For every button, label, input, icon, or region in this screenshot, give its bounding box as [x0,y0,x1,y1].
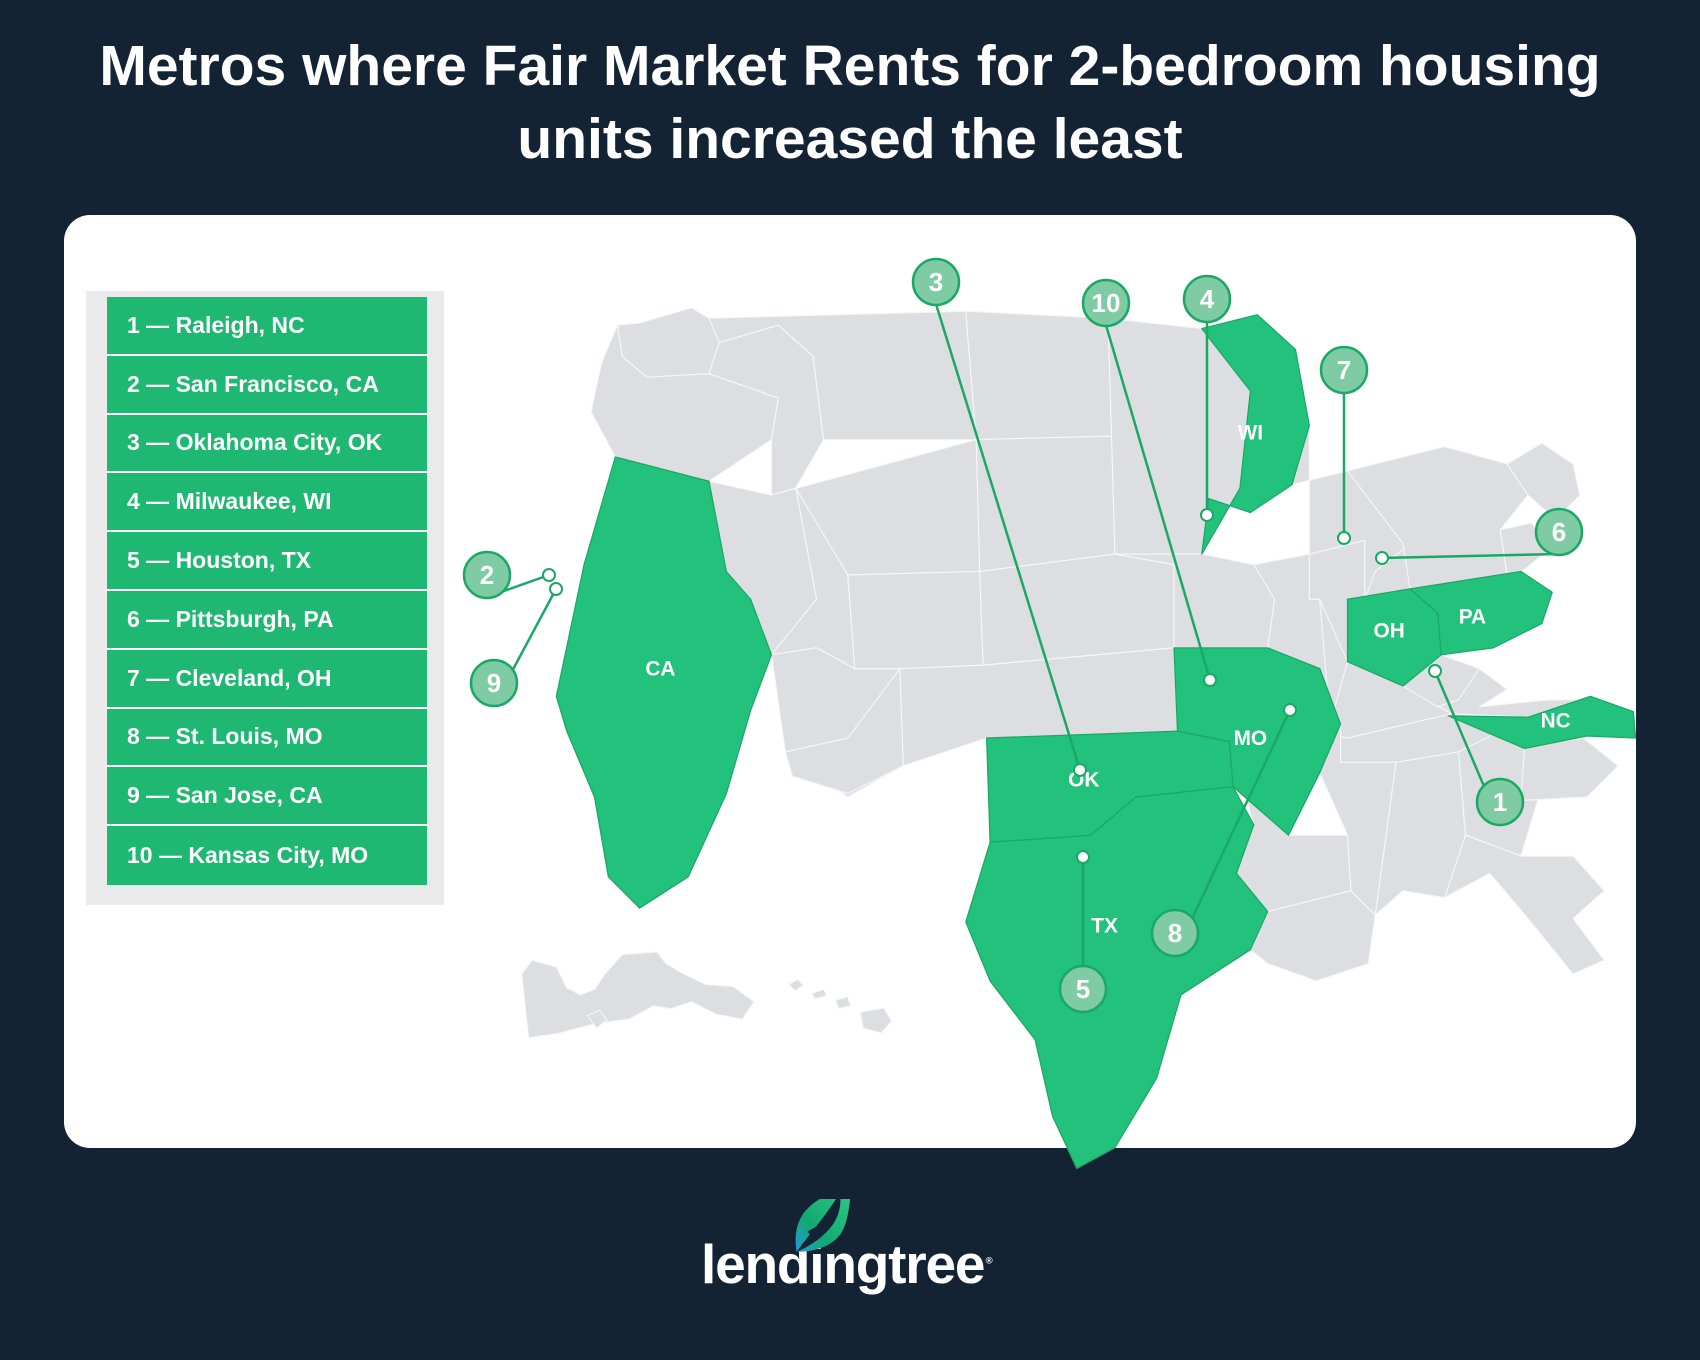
svg-text:10: 10 [1092,288,1121,318]
svg-text:2: 2 [480,560,494,590]
svg-text:NC: NC [1541,710,1571,733]
svg-text:lendingtree: lendingtree [701,1233,984,1295]
svg-text:WI: WI [1238,422,1263,445]
svg-text:6: 6 [1552,517,1566,547]
svg-text:3: 3 [929,267,943,297]
svg-text:9: 9 [487,668,501,698]
svg-text:MO: MO [1234,727,1268,750]
svg-text:®: ® [985,1256,992,1267]
svg-text:5: 5 [1076,974,1090,1004]
svg-text:PA: PA [1459,606,1486,629]
svg-text:1: 1 [1493,787,1507,817]
svg-text:8: 8 [1168,918,1182,948]
svg-text:4: 4 [1200,284,1215,314]
svg-text:TX: TX [1091,914,1118,937]
svg-text:7: 7 [1337,355,1351,385]
svg-text:CA: CA [645,658,675,681]
svg-text:OH: OH [1374,619,1405,642]
